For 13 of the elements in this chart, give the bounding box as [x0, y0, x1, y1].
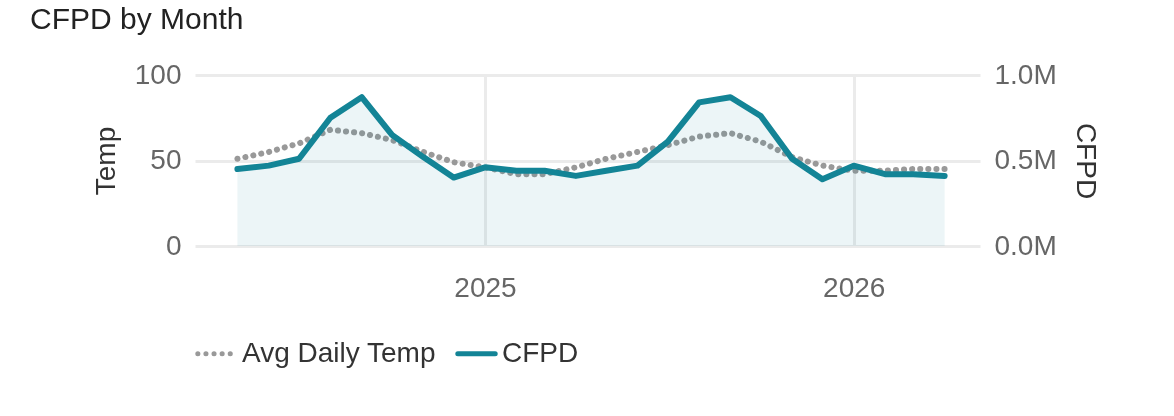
y2-axis-title: CFPD: [1070, 122, 1102, 200]
legend-label: Avg Daily Temp: [242, 336, 436, 368]
x-tick-label: 2026: [823, 271, 886, 303]
y2-tick-label: 1.0M: [994, 58, 1057, 90]
y-tick-label: 100: [134, 58, 182, 90]
y-axis-title: Temp: [89, 126, 121, 196]
y-tick-label: 50: [150, 144, 182, 175]
y2-tick-label: 0.0M: [994, 229, 1057, 261]
x-tick-label: 2025: [454, 271, 517, 303]
y-tick-label: 0: [165, 229, 182, 261]
y2-tick-label: 0.5M: [994, 144, 1057, 175]
legend-label: CFPD: [502, 336, 579, 368]
chart-title: CFPD by Month: [30, 2, 244, 35]
